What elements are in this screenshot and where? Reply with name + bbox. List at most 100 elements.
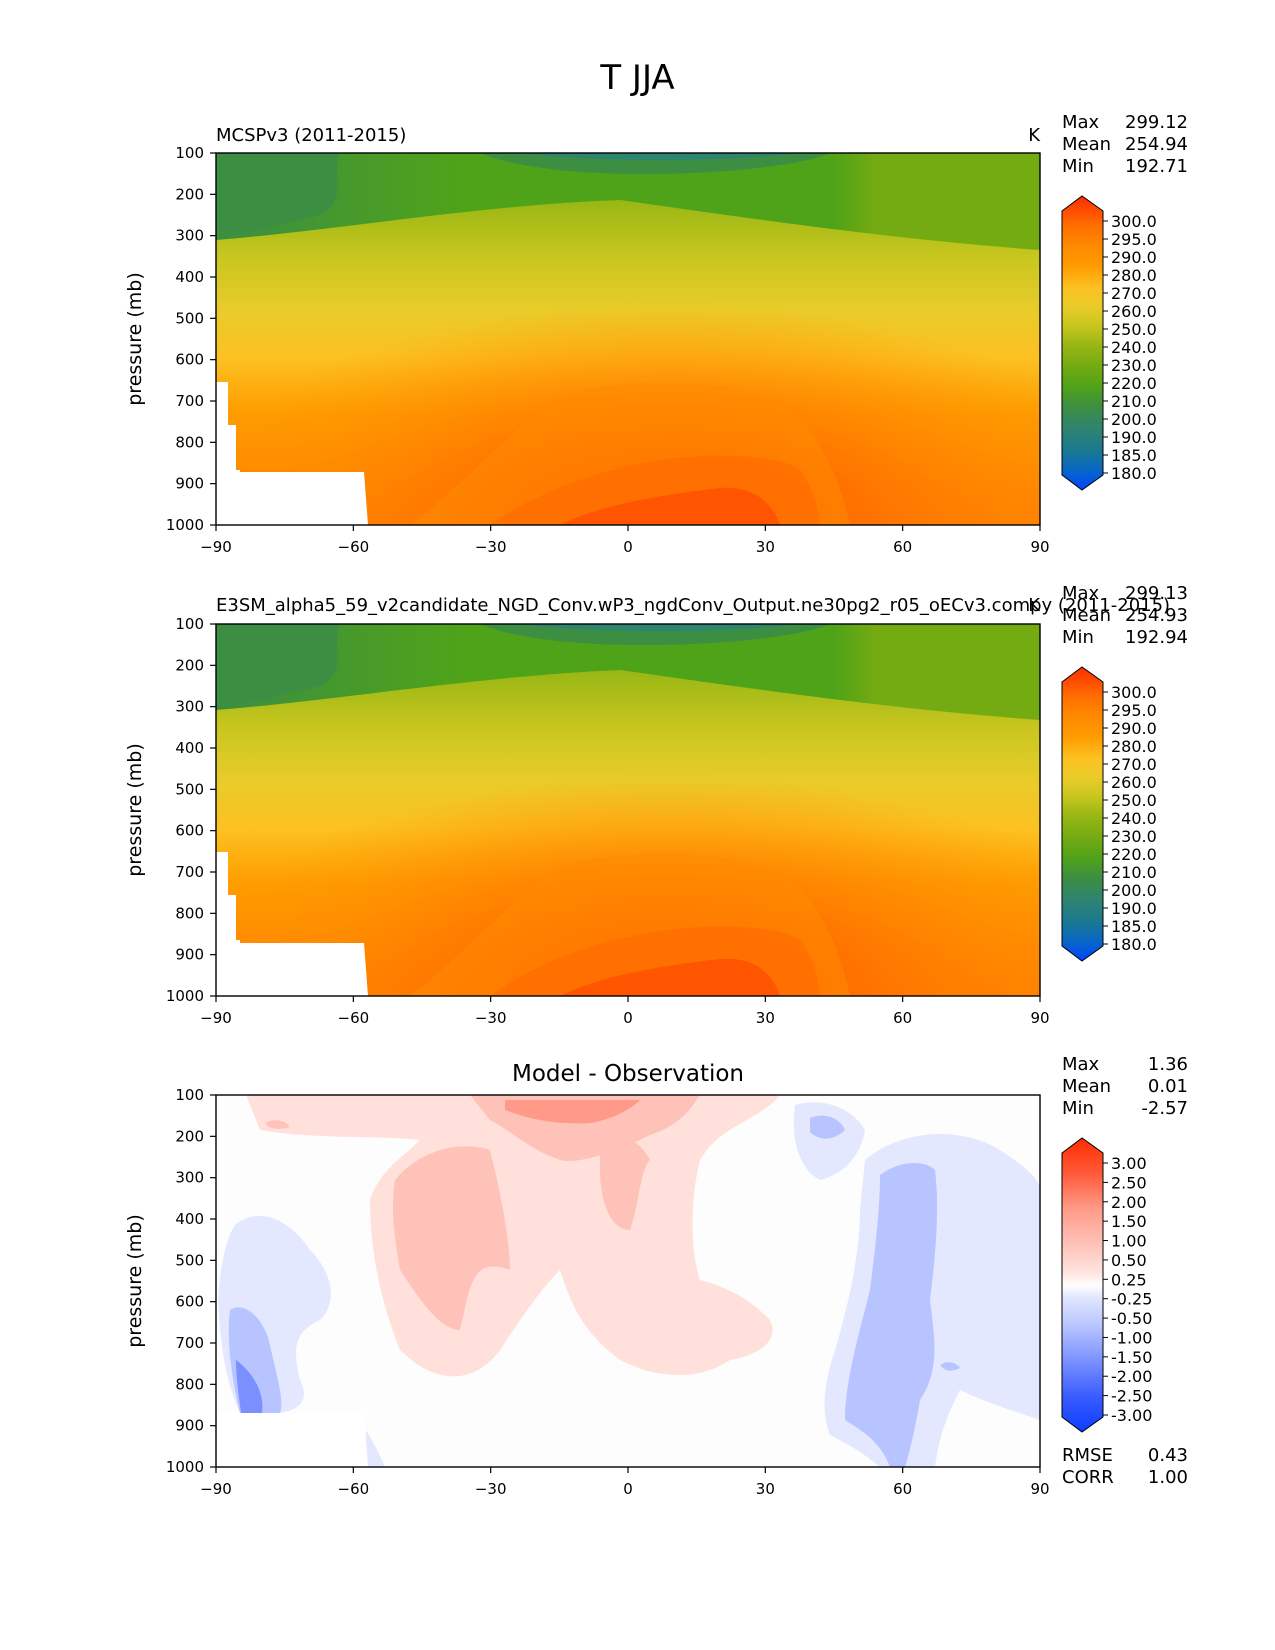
y-axis-label: pressure (mb) [124,272,146,406]
colorbar-label: 220.0 [1111,845,1157,864]
colorbar-label: 0.50 [1111,1251,1147,1270]
colorbar-label: 220.0 [1111,374,1157,393]
colorbar-label: 1.00 [1111,1232,1147,1251]
colorbar-label: 0.25 [1111,1270,1147,1289]
stat-value: 299.12 [1125,112,1188,133]
contour-field [216,153,1040,525]
colorbar: 300.0295.0290.0280.0270.0260.0250.0240.0… [1061,195,1157,491]
x-tick-label: 30 [756,1009,775,1027]
y-tick-label: 400 [175,739,204,757]
y-tick-label: 400 [175,268,204,286]
x-tick-label: 30 [756,538,775,556]
y-axis: 100 200 300 400 500 600 700 800 900 1000 [166,144,216,534]
y-tick-label: 500 [175,1251,204,1269]
stat-label: Min [1062,627,1094,648]
stat-label: CORR [1062,1467,1114,1488]
x-tick-label: −30 [475,1480,507,1498]
contour-field [216,624,1040,996]
y-tick-label: 900 [175,946,204,964]
colorbar-label: 290.0 [1111,719,1157,738]
x-axis: −90 −60 −30 0 30 60 90 [200,1467,1050,1498]
colorbar-label: 3.00 [1111,1154,1147,1173]
stat-label: Mean [1062,134,1111,155]
colorbar-label: 240.0 [1111,809,1157,828]
x-tick-label: 0 [623,538,633,556]
colorbar-label: -0.25 [1111,1290,1152,1309]
x-tick-label: −30 [475,1009,507,1027]
panel-test: MCSPv3 (2011-2015) K 1002003004005006007… [124,112,1188,556]
stat-value: 254.93 [1125,605,1188,626]
stat-label: Max [1062,1054,1100,1075]
y-axis-label: pressure (mb) [124,1214,146,1348]
colorbar-label: 295.0 [1111,230,1157,249]
colorbar-label: 280.0 [1111,266,1157,285]
figure-title: T JJA [600,58,675,98]
colorbar-label: 185.0 [1111,446,1157,465]
y-tick-label: 400 [175,1210,204,1228]
stat-value: 1.36 [1148,1054,1188,1075]
stat-label: Max [1062,112,1100,133]
x-axis: −90 −60 −30 0 30 60 90 [200,525,1050,556]
y-tick-label: 200 [175,656,204,674]
y-tick-label: 1000 [166,1458,204,1476]
panel-reference-units: K [1028,595,1041,616]
y-tick-label: 1000 [166,516,204,534]
colorbar-label: 295.0 [1111,701,1157,720]
y-tick-label: 100 [175,144,204,162]
colorbar-label: 1.50 [1111,1212,1147,1231]
y-axis-label: pressure (mb) [124,743,146,877]
x-tick-label: 60 [893,1009,912,1027]
colorbar-label: 200.0 [1111,410,1157,429]
stats-block: Max 1.36 Mean 0.01 Min -2.57 [1062,1054,1188,1119]
stat-value: -2.57 [1141,1098,1188,1119]
panel-reference-title: E3SM_alpha5_59_v2candidate_NGD_Conv.wP3_… [216,595,1170,616]
x-axis: −90 −60 −30 0 30 60 90 [200,996,1050,1027]
colorbar-label: -1.00 [1111,1328,1152,1347]
colorbar-label: 210.0 [1111,863,1157,882]
stat-label: Max [1062,583,1100,604]
y-tick-label: 900 [175,475,204,493]
stats-block: Max 299.13 Mean 254.93 Min 192.94 [1062,583,1188,648]
colorbar-label: 180.0 [1111,464,1157,483]
x-tick-label: 30 [756,1480,775,1498]
colorbar-label: -2.00 [1111,1367,1152,1386]
colorbar-label: 270.0 [1111,755,1157,774]
stat-label: RMSE [1062,1445,1113,1466]
y-tick-label: 800 [175,433,204,451]
stat-label: Mean [1062,605,1111,626]
colorbar-label: 2.50 [1111,1173,1147,1192]
y-tick-label: 600 [175,351,204,369]
error-stats-block: RMSE 0.43 CORR 1.00 [1062,1445,1188,1488]
stat-label: Min [1062,156,1094,177]
y-tick-label: 300 [175,698,204,716]
colorbar-label: 210.0 [1111,392,1157,411]
y-tick-label: 1000 [166,987,204,1005]
y-tick-label: 500 [175,309,204,327]
colorbar-label: 190.0 [1111,899,1157,918]
colorbar-label: 270.0 [1111,284,1157,303]
x-tick-label: 90 [1030,1480,1049,1498]
stat-value: 0.01 [1148,1076,1188,1097]
y-axis: 100 200 300 400 500 600 700 800 900 1000 [166,615,216,1005]
stat-value: 254.94 [1125,134,1188,155]
panel-reference: E3SM_alpha5_59_v2candidate_NGD_Conv.wP3_… [124,583,1188,1027]
x-tick-label: 0 [623,1480,633,1498]
colorbar-label: 230.0 [1111,356,1157,375]
y-tick-label: 300 [175,227,204,245]
colorbar-label: 190.0 [1111,428,1157,447]
y-tick-label: 900 [175,1417,204,1435]
panel-test-units: K [1028,125,1041,146]
x-tick-label: −90 [200,1009,232,1027]
colorbar: 3.002.502.001.501.000.500.25-0.25-0.50-1… [1061,1137,1152,1433]
colorbar-label: 180.0 [1111,935,1157,954]
y-tick-label: 800 [175,1375,204,1393]
x-tick-label: 0 [623,1009,633,1027]
colorbar-label: 250.0 [1111,320,1157,339]
x-tick-label: −60 [338,538,370,556]
stat-value: 299.13 [1125,583,1188,604]
y-tick-label: 500 [175,780,204,798]
colorbar-label: -3.00 [1111,1406,1152,1425]
colorbar-label: 260.0 [1111,773,1157,792]
y-tick-label: 100 [175,1086,204,1104]
colorbar-label: 250.0 [1111,791,1157,810]
